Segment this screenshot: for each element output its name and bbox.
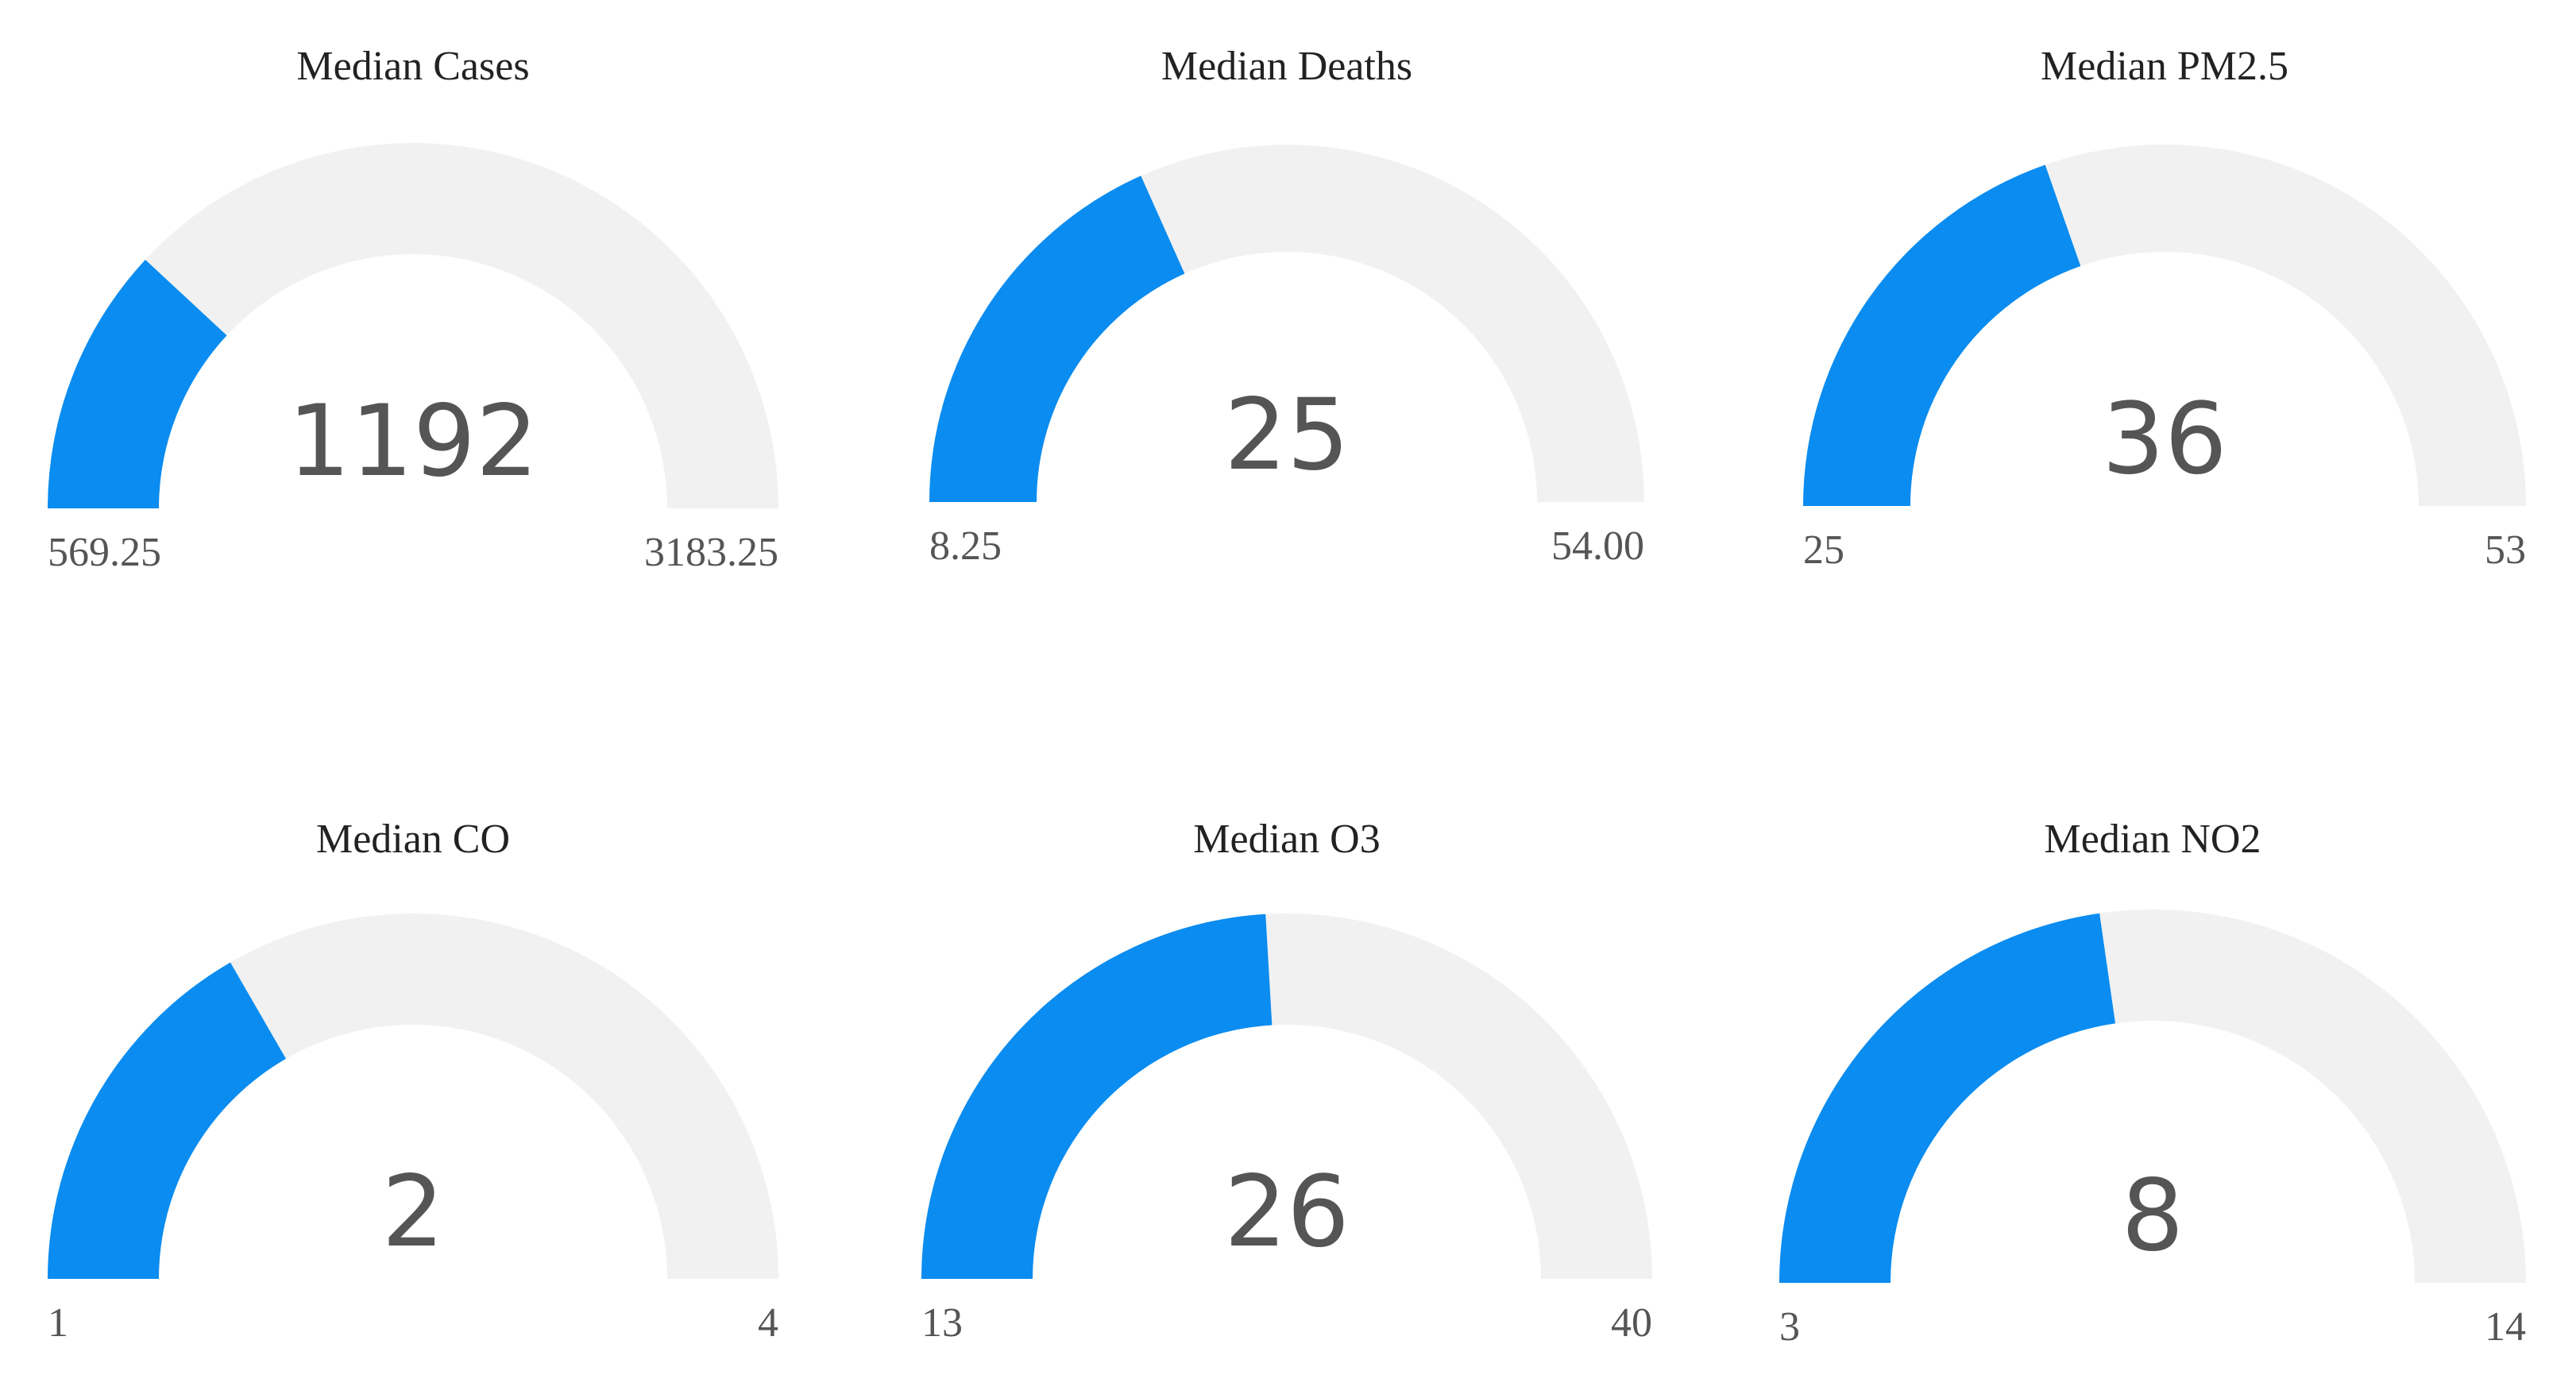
gauge-median-o3: Median O3 26 13 40 [921,817,1652,1346]
gauge-min-label: 13 [921,1300,963,1346]
gauge-max-label: 4 [758,1300,778,1346]
gauge-value: 8 [2122,1159,2184,1273]
gauge-median-deaths: Median Deaths 25 8.25 54.00 [929,44,1644,569]
gauge-track [48,143,778,508]
gauge-min-label: 8.25 [929,523,1002,569]
gauge-fill [48,259,227,508]
gauge-title: Median PM2.5 [2041,44,2288,89]
gauge-value: 2 [382,1155,445,1269]
gauge-value: 36 [2102,382,2227,496]
gauge-max-label: 3183.25 [644,530,778,575]
gauge-title: Median O3 [1193,817,1380,862]
gauge-min-label: 3 [1779,1304,1800,1350]
gauge-fill [921,913,1273,1279]
gauge-min-label: 1 [48,1300,68,1346]
gauge-title: Median CO [316,817,510,862]
gauge-median-no2: Median NO2 8 3 14 [1779,817,2526,1350]
gauge-title: Median Deaths [1161,44,1412,89]
gauge-median-co: Median CO 2 1 4 [48,817,778,1346]
gauge-title: Median NO2 [2045,817,2261,862]
gauge-fill [929,176,1185,502]
gauge-fill [1779,913,2116,1283]
gauge-median-cases: Median Cases 1192 569.25 3183.25 [48,44,778,575]
gauge-max-label: 14 [2485,1304,2526,1350]
gauge-value: 1192 [288,384,539,499]
gauge-median-pm25: Median PM2.5 36 25 53 [1803,44,2526,573]
gauge-value: 25 [1224,378,1350,492]
gauge-max-label: 53 [2485,527,2526,573]
gauge-value: 26 [1224,1155,1350,1269]
gauge-fill [1803,164,2081,506]
gauge-min-label: 25 [1803,527,1844,573]
gauge-max-label: 54.00 [1551,523,1644,569]
gauge-title: Median Cases [296,44,529,89]
gauge-min-label: 569.25 [48,530,161,575]
gauge-max-label: 40 [1611,1300,1652,1346]
gauge-fill [48,962,286,1279]
